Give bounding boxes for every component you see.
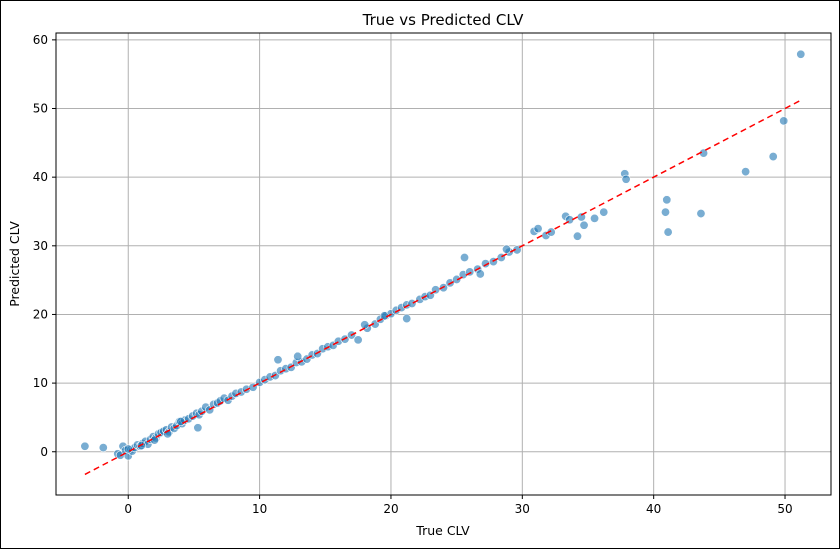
data-point bbox=[98, 443, 108, 453]
y-tick-label: 40 bbox=[33, 170, 48, 184]
data-point bbox=[176, 417, 186, 427]
data-point bbox=[572, 231, 582, 241]
data-points bbox=[80, 49, 806, 461]
data-point bbox=[460, 252, 470, 262]
data-point bbox=[293, 351, 303, 361]
data-point bbox=[796, 49, 806, 59]
y-tick-label: 0 bbox=[40, 445, 48, 459]
data-point bbox=[741, 167, 751, 177]
data-point bbox=[599, 207, 609, 217]
y-tick-label: 30 bbox=[33, 239, 48, 253]
data-point bbox=[402, 314, 412, 324]
data-point bbox=[579, 220, 589, 230]
data-point bbox=[590, 213, 600, 223]
x-tick-label: 10 bbox=[252, 502, 267, 516]
data-point bbox=[663, 227, 673, 237]
x-tick-label: 20 bbox=[383, 502, 398, 516]
data-point bbox=[193, 423, 203, 433]
y-axis-label: Predicted CLV bbox=[7, 221, 22, 307]
y-tick-label: 20 bbox=[33, 307, 48, 321]
x-axis-label: True CLV bbox=[415, 523, 470, 538]
data-point bbox=[696, 209, 706, 219]
reference-line bbox=[84, 99, 802, 476]
data-point bbox=[660, 207, 670, 217]
x-tick-label: 30 bbox=[515, 502, 530, 516]
x-tick-label: 40 bbox=[646, 502, 661, 516]
y-tick-label: 60 bbox=[33, 33, 48, 47]
y-tick-label: 50 bbox=[33, 102, 48, 116]
grid-lines bbox=[56, 33, 831, 495]
data-point bbox=[662, 195, 672, 205]
chart-title: True vs Predicted CLV bbox=[362, 11, 524, 29]
data-point bbox=[779, 116, 789, 126]
data-point bbox=[353, 335, 363, 345]
x-tick-label: 0 bbox=[124, 502, 132, 516]
data-point bbox=[475, 269, 485, 279]
data-point bbox=[533, 224, 543, 234]
plot-area bbox=[55, 32, 832, 496]
data-point bbox=[80, 441, 90, 451]
data-point bbox=[768, 152, 778, 162]
data-point bbox=[123, 444, 133, 454]
y-tick-label: 10 bbox=[33, 376, 48, 390]
axis-ticks: 0 10 20 30 40 50 0 10 20 30 40 50 60 bbox=[33, 33, 793, 516]
data-point bbox=[621, 174, 631, 184]
data-point bbox=[273, 355, 283, 365]
x-tick-label: 50 bbox=[777, 502, 792, 516]
data-point bbox=[502, 244, 512, 254]
data-point bbox=[407, 298, 417, 308]
data-point bbox=[452, 274, 462, 284]
